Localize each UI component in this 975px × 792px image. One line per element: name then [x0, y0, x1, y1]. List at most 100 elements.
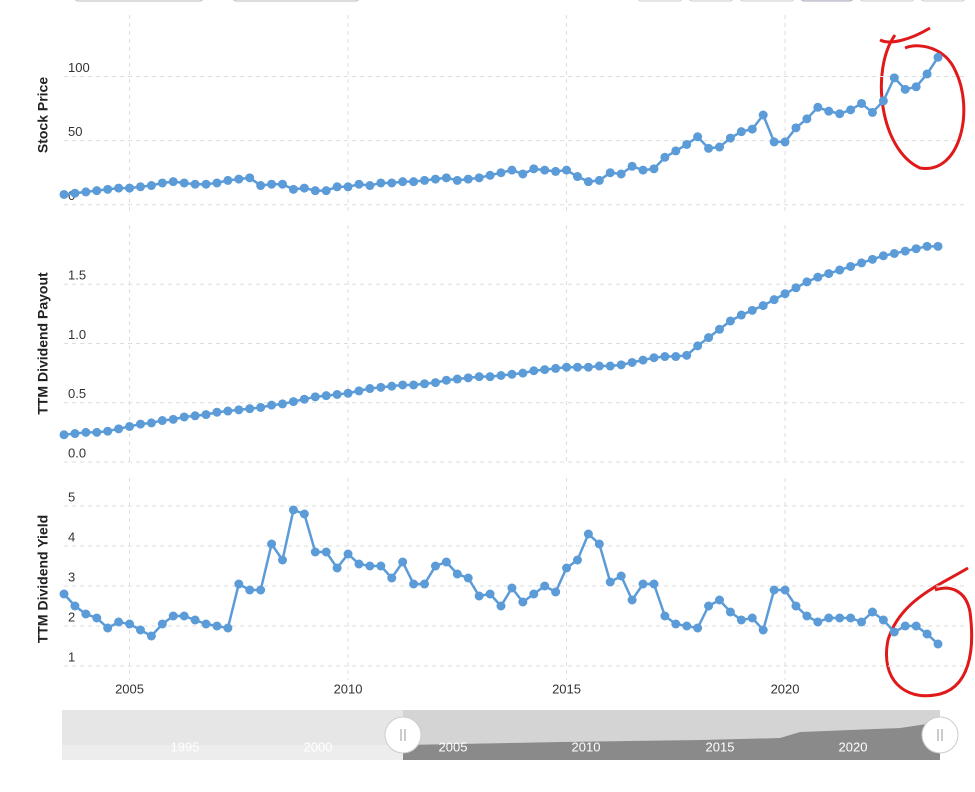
data-point: [201, 179, 211, 189]
data-point: [256, 181, 266, 191]
data-point: [572, 172, 582, 182]
data-point: [572, 555, 582, 565]
data-point: [671, 146, 681, 156]
annotations: [879, 26, 974, 698]
y-tick-label: 0.0: [68, 445, 86, 460]
data-point: [365, 384, 375, 394]
data-point: [704, 143, 714, 153]
data-point: [835, 265, 845, 275]
data-point: [529, 164, 539, 174]
data-point: [103, 184, 113, 194]
data-point: [92, 186, 102, 196]
data-point: [103, 426, 113, 436]
data-point: [562, 362, 572, 372]
data-point: [496, 370, 506, 380]
data-point: [299, 183, 309, 193]
zoom-button[interactable]: [801, 0, 853, 2]
data-point: [889, 627, 899, 637]
data-point: [212, 178, 222, 188]
data-point: [922, 241, 932, 251]
data-point: [409, 579, 419, 589]
data-point: [387, 381, 397, 391]
data-point: [900, 84, 910, 94]
range-input[interactable]: [75, 0, 203, 2]
data-point: [725, 133, 735, 143]
data-point: [157, 178, 167, 188]
data-point: [867, 607, 877, 617]
data-point: [321, 547, 331, 557]
data-point: [409, 177, 419, 187]
data-point: [660, 611, 670, 621]
data-point: [387, 573, 397, 583]
data-point: [769, 295, 779, 305]
data-point: [299, 509, 309, 519]
data-point: [92, 613, 102, 623]
data-point: [190, 411, 200, 421]
data-point: [354, 386, 364, 396]
zoom-button[interactable]: [740, 0, 794, 2]
data-point: [867, 107, 877, 117]
data-point: [747, 305, 757, 315]
data-point: [485, 589, 495, 599]
data-point: [540, 365, 550, 375]
data-point: [430, 561, 440, 571]
data-point: [747, 613, 757, 623]
zoom-button[interactable]: [638, 0, 682, 2]
data-point: [780, 289, 790, 299]
data-point: [529, 366, 539, 376]
data-point: [824, 613, 834, 623]
y-tick-label: 4: [68, 529, 75, 544]
data-point: [485, 170, 495, 180]
data-point: [736, 310, 746, 320]
zoom-button[interactable]: [921, 0, 965, 2]
data-point: [769, 137, 779, 147]
data-point: [343, 549, 353, 559]
data-point: [889, 248, 899, 258]
data-point: [223, 175, 233, 185]
data-point: [693, 623, 703, 633]
data-point: [70, 601, 80, 611]
data-point: [398, 557, 408, 567]
data-point: [638, 579, 648, 589]
data-point: [114, 617, 124, 627]
data-point: [878, 615, 888, 625]
data-point: [223, 623, 233, 633]
data-point: [234, 579, 244, 589]
data-point: [715, 142, 724, 152]
data-point: [103, 623, 113, 633]
data-point: [354, 559, 364, 569]
data-point: [933, 52, 943, 62]
data-point: [791, 283, 801, 293]
navigator-label: 2015: [706, 739, 735, 754]
data-point: [376, 178, 386, 188]
data-point: [81, 427, 91, 437]
data-point: [168, 177, 178, 187]
data-point: [562, 165, 572, 175]
data-point: [234, 174, 244, 184]
data-point: [627, 357, 637, 367]
data-point: [922, 629, 932, 639]
data-point: [343, 182, 353, 192]
data-point: [452, 569, 462, 579]
navigator[interactable]: 1995 2000 2005 2010 2015 2020: [62, 710, 959, 760]
range-input[interactable]: [233, 0, 359, 2]
data-point: [59, 589, 69, 599]
navigator-handle[interactable]: [921, 716, 959, 754]
data-point: [179, 412, 189, 422]
data-point: [278, 399, 287, 409]
zoom-button[interactable]: [860, 0, 914, 2]
data-point: [135, 419, 145, 429]
navigator-handle[interactable]: [384, 716, 422, 754]
data-point: [278, 179, 287, 189]
data-point: [201, 410, 211, 420]
data-point: [420, 379, 430, 389]
zoom-button[interactable]: [689, 0, 733, 2]
data-point: [758, 301, 768, 311]
navigator-label: 2005: [439, 739, 468, 754]
data-point: [354, 179, 364, 189]
data-point: [824, 106, 834, 116]
top-buttons: [75, 0, 965, 2]
data-point: [529, 589, 539, 599]
data-point: [168, 611, 178, 621]
navigator-label: 2010: [572, 739, 601, 754]
